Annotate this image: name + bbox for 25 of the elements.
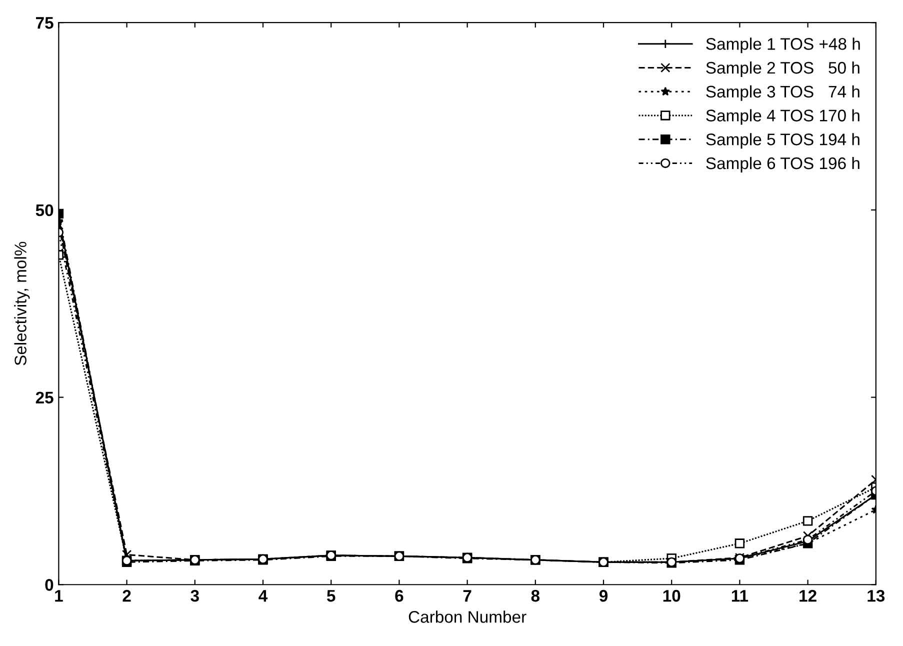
x-tick-label: 9	[599, 590, 608, 602]
x-tick-label: 6	[395, 590, 404, 602]
x-tick-label: 1	[55, 590, 63, 602]
x-tick-label: 5	[326, 590, 336, 602]
y-tick-label: 50	[36, 204, 54, 216]
legend-label: Sample 1 TOS +48 h	[706, 38, 860, 54]
x-tick-label: 12	[800, 590, 816, 602]
legend-label: Sample 2 TOS 50 h	[706, 61, 860, 78]
legend-label: Sample 4 TOS 170 h	[706, 109, 860, 125]
legend-label: Sample 6 TOS 196 h	[706, 156, 860, 172]
x-tick-label: 8	[531, 590, 540, 602]
legend-label: Sample 3 TOS 74 h	[706, 85, 860, 101]
x-tick-label: 4	[258, 590, 268, 602]
x-axis-title: Carbon Number	[408, 610, 526, 623]
y-tick-label: 25	[36, 392, 54, 404]
x-tick-label: 10	[663, 590, 680, 602]
x-tick-label: 7	[463, 590, 472, 602]
y-tick-label: 75	[36, 17, 54, 29]
y-tick-label: 0	[45, 579, 54, 591]
x-tick-label: 13	[868, 590, 885, 602]
x-tick-label: 3	[190, 590, 199, 602]
y-axis-title: Selectivity, mol%	[14, 242, 30, 366]
x-tick-label: 11	[732, 590, 748, 602]
legend-label: Sample 5 TOS 194 h	[706, 133, 860, 149]
x-tick-label: 2	[122, 590, 131, 602]
